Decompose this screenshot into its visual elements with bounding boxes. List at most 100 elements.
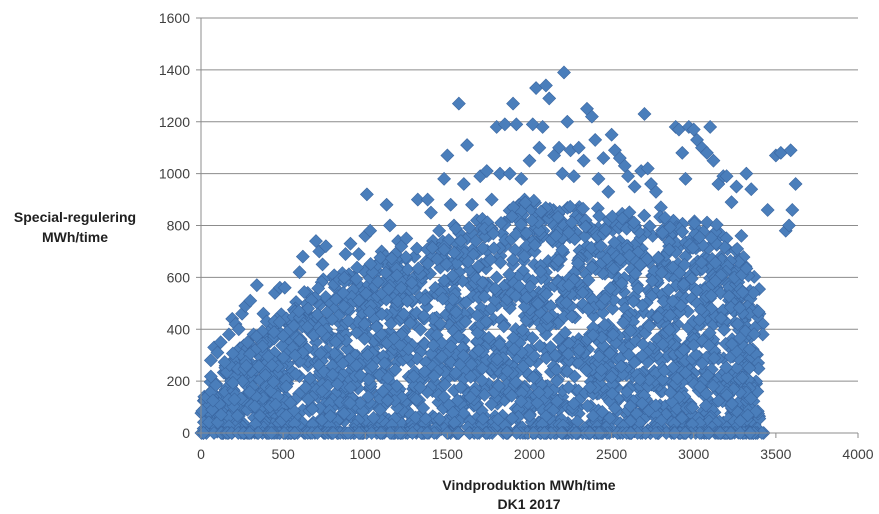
data-point bbox=[732, 300, 747, 315]
data-point bbox=[742, 342, 757, 357]
data-point bbox=[735, 370, 750, 385]
data-point bbox=[632, 372, 647, 387]
data-point bbox=[279, 408, 294, 423]
data-point bbox=[605, 386, 620, 401]
data-point bbox=[300, 320, 315, 335]
data-point bbox=[627, 215, 641, 230]
data-point bbox=[258, 368, 273, 383]
data-point bbox=[389, 268, 404, 283]
data-point bbox=[744, 182, 759, 197]
data-point bbox=[279, 379, 294, 394]
data-point bbox=[351, 247, 366, 261]
data-point bbox=[657, 210, 672, 225]
data-point bbox=[517, 299, 532, 314]
data-point bbox=[491, 412, 506, 427]
data-point bbox=[576, 201, 590, 216]
data-point bbox=[320, 305, 334, 320]
data-point bbox=[592, 209, 607, 224]
data-point bbox=[362, 304, 377, 319]
data-point bbox=[434, 349, 449, 364]
data-point bbox=[567, 369, 582, 384]
data-point bbox=[678, 365, 693, 380]
data-point bbox=[484, 301, 498, 316]
data-point bbox=[387, 331, 401, 346]
data-point bbox=[337, 270, 352, 285]
data-point bbox=[394, 327, 409, 342]
data-point bbox=[359, 286, 373, 301]
data-point bbox=[417, 337, 432, 351]
y-tick-labels: 0 200 400 600 800 1000 1200 1400 1600 bbox=[159, 10, 190, 441]
data-point bbox=[456, 177, 471, 191]
data-point bbox=[717, 322, 732, 337]
data-point bbox=[445, 268, 460, 283]
data-point bbox=[724, 337, 739, 351]
data-point bbox=[336, 299, 351, 314]
data-point bbox=[686, 338, 701, 353]
data-point bbox=[688, 347, 703, 362]
data-point bbox=[341, 313, 356, 328]
data-point bbox=[622, 205, 637, 220]
data-point bbox=[508, 289, 523, 304]
data-point bbox=[365, 359, 380, 374]
data-point bbox=[295, 345, 310, 360]
data-point bbox=[627, 179, 642, 194]
data-point bbox=[448, 221, 463, 236]
data-point bbox=[704, 230, 719, 245]
data-point bbox=[475, 275, 490, 290]
data-point bbox=[662, 242, 677, 257]
data-point bbox=[283, 395, 298, 410]
data-point bbox=[783, 143, 798, 158]
data-point bbox=[608, 401, 622, 416]
data-point bbox=[373, 402, 388, 417]
data-point bbox=[476, 411, 490, 426]
data-point bbox=[394, 280, 409, 295]
data-point bbox=[353, 368, 368, 383]
data-point bbox=[533, 264, 548, 279]
data-point bbox=[675, 224, 690, 239]
data-point bbox=[338, 247, 353, 261]
data-point bbox=[343, 396, 357, 410]
x-axis-title-line2: DK1 2017 bbox=[497, 496, 560, 512]
data-point bbox=[522, 153, 537, 168]
data-point bbox=[286, 318, 301, 333]
data-point bbox=[571, 140, 586, 155]
data-point bbox=[743, 391, 758, 406]
data-point bbox=[604, 127, 619, 142]
data-point bbox=[529, 81, 543, 95]
data-point bbox=[751, 304, 766, 319]
data-point bbox=[231, 322, 246, 337]
x-tick-label: 1500 bbox=[432, 446, 463, 462]
data-point bbox=[663, 220, 678, 235]
data-point bbox=[666, 360, 681, 375]
data-point bbox=[450, 393, 465, 408]
data-point bbox=[249, 329, 264, 344]
data-point bbox=[649, 184, 663, 199]
data-point bbox=[654, 265, 669, 280]
data-point bbox=[359, 187, 374, 202]
data-point bbox=[594, 362, 609, 377]
data-point bbox=[517, 249, 532, 264]
data-point bbox=[526, 193, 541, 208]
data-point bbox=[497, 117, 512, 132]
data-point bbox=[782, 218, 796, 233]
data-point bbox=[760, 203, 775, 217]
data-point bbox=[565, 215, 579, 230]
data-point bbox=[357, 331, 372, 346]
data-point bbox=[572, 342, 587, 357]
data-point bbox=[601, 184, 616, 199]
data-point bbox=[203, 353, 218, 368]
data-point bbox=[449, 256, 464, 271]
data-point bbox=[329, 292, 344, 307]
data-point bbox=[672, 390, 687, 405]
data-point bbox=[514, 217, 528, 232]
data-point bbox=[371, 274, 385, 289]
y-tick-label: 0 bbox=[182, 425, 190, 441]
data-point bbox=[437, 242, 452, 257]
data-point bbox=[552, 140, 566, 155]
data-point bbox=[665, 294, 680, 309]
data-point bbox=[403, 316, 418, 331]
data-point bbox=[479, 314, 494, 329]
data-point bbox=[210, 345, 225, 360]
data-point bbox=[488, 281, 502, 296]
data-point bbox=[427, 369, 442, 384]
